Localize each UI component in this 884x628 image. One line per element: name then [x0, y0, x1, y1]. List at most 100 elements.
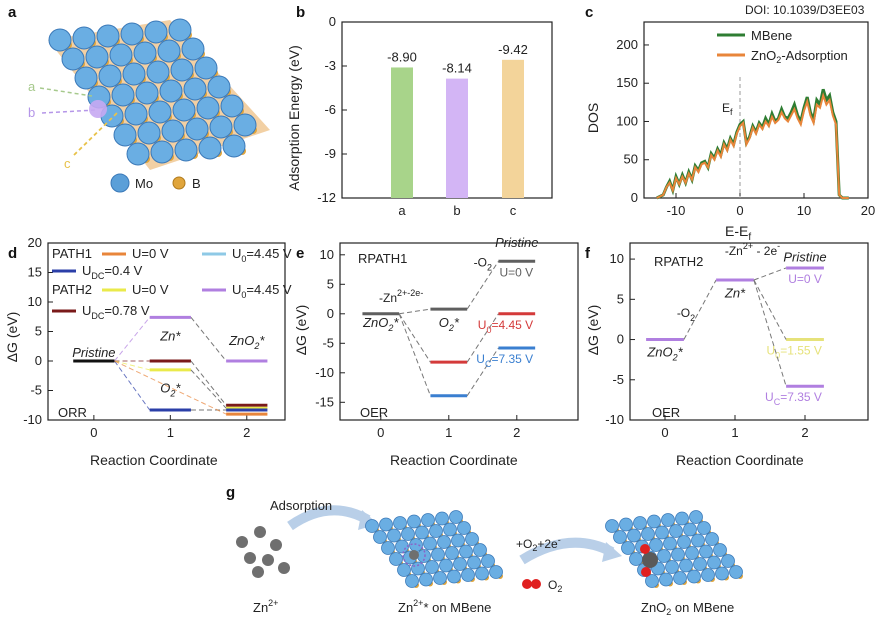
y-tick-label: 0 [631, 190, 638, 205]
mo-atom [172, 98, 196, 122]
y-tick-label: -10 [605, 412, 624, 427]
state-label: O2* [160, 380, 181, 398]
mo-atom [48, 28, 72, 52]
mo-atom [379, 517, 393, 532]
mo-atom [437, 535, 451, 549]
state-label: O2* [439, 315, 460, 333]
subscript: 0 [775, 351, 780, 361]
mo-atom [693, 557, 707, 571]
state-label: ZnO2* [646, 344, 683, 362]
state-label: Pristine [495, 235, 538, 250]
legend-path-label: PATH1 [52, 246, 92, 261]
step2-label: +O2+2e- [516, 535, 561, 553]
mo-atom [124, 102, 148, 126]
site-b-marker [89, 100, 107, 118]
mo-atom [707, 555, 721, 570]
mo-atom [459, 544, 473, 559]
subscript: C [774, 397, 781, 407]
mo-atom [220, 94, 244, 118]
mo-atom [137, 121, 161, 145]
text-run: =0.4 V [104, 263, 142, 278]
mo-atom [194, 56, 218, 80]
mo-atom [146, 60, 170, 84]
mo-atom [198, 136, 222, 160]
text-run: Pristine [783, 249, 826, 264]
mo-atom [429, 524, 443, 538]
subscript: 2 [448, 323, 454, 333]
zn-ion [254, 526, 266, 538]
site-a-label: a [28, 79, 36, 94]
mo-atom [633, 516, 647, 530]
mo-atom [481, 554, 495, 568]
panel-e-title: RPATH1 [358, 251, 407, 266]
panel-f-title: RPATH2 [654, 254, 703, 269]
panel-letter-f: f [585, 245, 591, 262]
mo-atom [150, 140, 174, 164]
panel-letter-c: c [585, 4, 593, 21]
y-tick-label: -6 [324, 102, 336, 117]
mo-legend-label: Mo [135, 176, 153, 191]
subscript: 0 [241, 254, 246, 264]
y-tick-label: -5 [322, 335, 334, 350]
mo-atom [451, 533, 465, 548]
mo-atom [111, 83, 135, 107]
panel-f-ylabel: ΔG (eV) [585, 305, 601, 356]
panel-letter-g: g [226, 484, 235, 501]
mo-atom [421, 513, 435, 527]
panel-e-oer-label: OER [360, 405, 388, 420]
adsorption-arrow [287, 505, 371, 531]
dos-line-1 [656, 92, 849, 199]
mo-atom [365, 519, 379, 533]
y-tick-label: 150 [616, 75, 638, 90]
text-run: * [175, 380, 181, 395]
mo-atom [183, 77, 207, 101]
oxidation-arrowhead [602, 542, 622, 562]
mo-atom [419, 572, 433, 587]
mo-atom [72, 26, 96, 50]
mo-atom [701, 568, 715, 582]
legend-value: U0=4.45 V [232, 246, 292, 264]
y-tick-label: 20 [28, 235, 42, 250]
o2-icon-atom1 [522, 579, 532, 589]
subscript: 2 [169, 388, 175, 398]
mo-atom [621, 541, 635, 555]
mo-atom [475, 566, 489, 581]
text-run: * [454, 315, 460, 330]
panel-f-xlabel: Reaction Coordinate [676, 452, 804, 468]
y-tick-label: 0 [329, 14, 336, 29]
connector [466, 261, 499, 310]
x-tick-label: 10 [797, 203, 811, 218]
series-label: UC=7.35 V [476, 352, 533, 369]
mo-atom [447, 569, 461, 584]
state-label: ZnO2* [228, 333, 265, 351]
mo-atom [98, 64, 122, 88]
text-run: U=0 V [499, 265, 533, 279]
state-label: ZnO2* [362, 315, 399, 333]
state-label: Zn* [159, 328, 181, 343]
mo-atom [415, 525, 429, 540]
bar-c [502, 59, 524, 199]
text-run: =7.35 V [491, 352, 533, 366]
mo-atom [222, 134, 246, 158]
mo-atom [619, 517, 633, 532]
mo-atom [605, 519, 619, 533]
step-label: -O2 [677, 306, 695, 323]
y-tick-label: -10 [23, 412, 42, 427]
mo-atom [721, 554, 735, 568]
text-run: Zn* [724, 286, 746, 301]
mo-atom [425, 560, 439, 574]
fermi-label: Ef [722, 101, 733, 117]
text-run: U [478, 318, 487, 332]
mo-atom [122, 62, 146, 86]
subscript: C [485, 359, 492, 369]
mo-atom [389, 552, 403, 566]
text-run: =4.45 V [491, 318, 533, 332]
y-tick-label: -3 [324, 58, 336, 73]
plot-frame [629, 242, 869, 421]
mo-atom [157, 39, 181, 63]
y-tick-label: -12 [317, 190, 336, 205]
text-run: ZnO [646, 344, 672, 359]
